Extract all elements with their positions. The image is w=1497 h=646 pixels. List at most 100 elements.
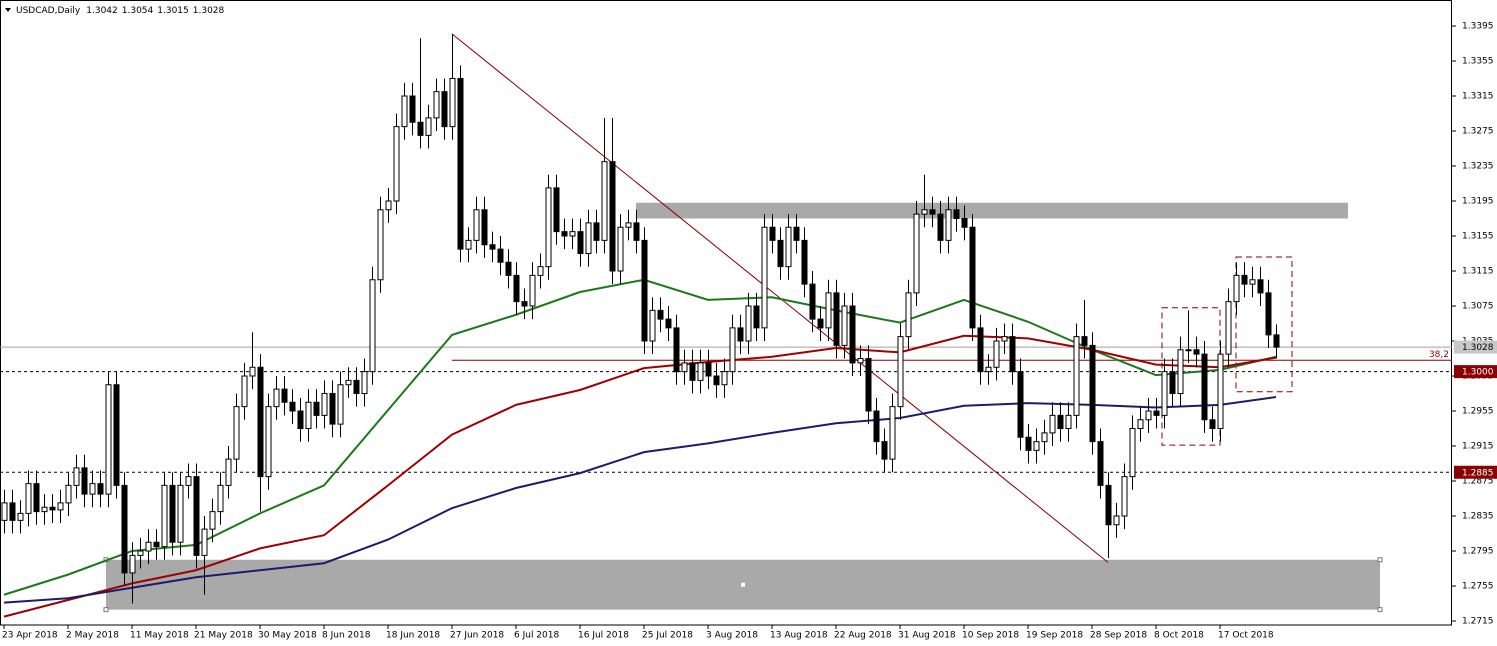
candle-body bbox=[737, 327, 744, 342]
candle-body bbox=[945, 209, 952, 241]
x-tick-label: 3 Aug 2018 bbox=[706, 631, 758, 641]
candle-body bbox=[1, 502, 8, 521]
x-tick-label: 23 Apr 2018 bbox=[2, 631, 58, 641]
close: 1.3028 bbox=[193, 6, 225, 16]
candle-body bbox=[1065, 414, 1072, 429]
candle-body bbox=[1185, 349, 1192, 352]
moving-average bbox=[3, 334, 1277, 618]
candle-body bbox=[305, 401, 312, 429]
candle-body bbox=[369, 279, 376, 373]
candle-body bbox=[641, 239, 648, 342]
candle-body bbox=[201, 528, 208, 556]
candle-body bbox=[633, 222, 640, 241]
candle-body bbox=[281, 388, 288, 403]
candle-body bbox=[825, 292, 832, 329]
x-tick-label: 30 May 2018 bbox=[258, 631, 317, 641]
candle-body bbox=[665, 318, 672, 329]
level-label: 1.2885 bbox=[1462, 468, 1494, 478]
x-tick-label: 8 Jun 2018 bbox=[322, 631, 371, 641]
candle-body bbox=[849, 305, 856, 364]
candle-body bbox=[585, 222, 592, 254]
candle-body bbox=[465, 239, 472, 250]
x-tick-label: 31 Aug 2018 bbox=[898, 631, 956, 641]
candle-body bbox=[993, 340, 1000, 368]
candle-body bbox=[1201, 353, 1208, 421]
candle-body bbox=[705, 362, 712, 377]
candle-body bbox=[161, 484, 168, 548]
candle-body bbox=[609, 161, 616, 272]
candle-body bbox=[689, 362, 696, 381]
candle-body bbox=[809, 283, 816, 320]
candle-body bbox=[89, 483, 96, 495]
candle-body bbox=[1217, 353, 1224, 429]
x-tick-label: 10 Sep 2018 bbox=[962, 631, 1019, 641]
candle-body bbox=[777, 239, 784, 268]
candle-body bbox=[145, 541, 152, 552]
candle-body bbox=[1009, 336, 1016, 373]
candle-body bbox=[17, 512, 24, 521]
candle-body bbox=[1193, 349, 1200, 355]
candle-body bbox=[449, 78, 456, 128]
candle-body bbox=[289, 401, 296, 412]
candle-body bbox=[889, 406, 896, 460]
candle-body bbox=[49, 506, 56, 511]
candle-body bbox=[745, 305, 752, 342]
level-label: 1.3000 bbox=[1462, 368, 1494, 378]
candle-body bbox=[961, 218, 968, 228]
x-tick-label: 22 Aug 2018 bbox=[834, 631, 892, 641]
candle-body bbox=[561, 231, 568, 237]
candle-body bbox=[793, 226, 800, 241]
candle-body bbox=[345, 379, 352, 386]
candle-body bbox=[921, 209, 928, 215]
candle-body bbox=[385, 200, 392, 211]
candle-body bbox=[1209, 419, 1216, 429]
menu-arrow[interactable] bbox=[5, 8, 11, 12]
candle-body bbox=[113, 384, 120, 486]
candle-body bbox=[553, 187, 560, 233]
candle-body bbox=[433, 91, 440, 119]
y-tick-label: 1.3115 bbox=[1462, 267, 1494, 277]
zone-handle bbox=[103, 607, 109, 613]
candle-body bbox=[913, 213, 920, 294]
x-tick-label: 18 Jun 2018 bbox=[386, 631, 440, 641]
candle-body bbox=[97, 483, 104, 495]
candle-body bbox=[329, 393, 336, 425]
candle-body bbox=[153, 541, 160, 548]
candle-body bbox=[857, 358, 864, 364]
candle-body bbox=[753, 305, 760, 329]
zone-handle bbox=[741, 582, 745, 587]
candle-body bbox=[1273, 334, 1280, 348]
dashed-box bbox=[1235, 256, 1293, 393]
x-tick-label: 13 Aug 2018 bbox=[770, 631, 828, 641]
candle-body bbox=[729, 327, 736, 373]
x-tick-label: 11 May 2018 bbox=[130, 631, 189, 641]
candle-body bbox=[1233, 274, 1240, 303]
candle-body bbox=[481, 209, 488, 246]
candle-body bbox=[649, 309, 656, 342]
candle-body bbox=[697, 362, 704, 381]
level-box bbox=[1454, 365, 1497, 379]
candle-body bbox=[457, 78, 464, 250]
y-tick-label: 1.3275 bbox=[1462, 127, 1494, 137]
candle-body bbox=[681, 362, 688, 373]
candle-body bbox=[841, 305, 848, 346]
candle-body bbox=[105, 384, 112, 495]
candle-body bbox=[1137, 419, 1144, 429]
candle-body bbox=[761, 226, 768, 329]
x-tick-label: 6 Jul 2018 bbox=[514, 631, 559, 641]
candle-body bbox=[617, 226, 624, 272]
candle-body bbox=[209, 511, 216, 530]
candle-body bbox=[241, 375, 248, 408]
candle-body bbox=[521, 301, 528, 307]
moving-average bbox=[3, 396, 1277, 604]
candle-body bbox=[545, 187, 552, 268]
candle-body bbox=[233, 406, 240, 460]
header: USDCAD,Daily 1.3042 1.3054 1.3015 1.3028 bbox=[16, 6, 225, 16]
candle-body bbox=[713, 375, 720, 386]
symbol-title: USDCAD,Daily bbox=[16, 6, 81, 16]
candle-body bbox=[321, 393, 328, 416]
candle-body bbox=[473, 209, 480, 241]
x-tick-label: 28 Sep 2018 bbox=[1090, 631, 1147, 641]
candle-body bbox=[33, 483, 40, 513]
candle-body bbox=[929, 209, 936, 215]
